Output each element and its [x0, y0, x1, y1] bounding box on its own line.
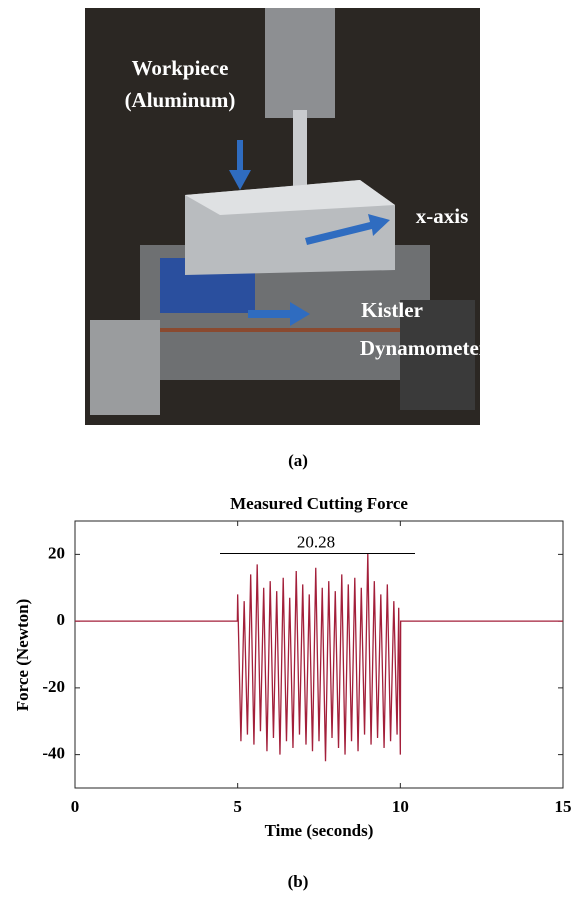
photo-label: x-axis	[416, 204, 469, 228]
caption: (a)	[288, 451, 308, 470]
arrow	[248, 302, 310, 326]
y-tick-label: -20	[42, 677, 65, 696]
y-tick-label: 20	[48, 543, 65, 562]
x-tick-label: 5	[233, 797, 242, 816]
spindle	[265, 8, 335, 118]
dynamometer-stripe	[140, 328, 430, 332]
x-tick-label: 15	[555, 797, 572, 816]
annotation-label: 20.28	[297, 532, 335, 551]
photo-label: Workpiece	[132, 56, 229, 80]
y-tick-label: -40	[42, 744, 65, 763]
y-axis-label: Force (Newton)	[13, 599, 32, 712]
vise	[400, 300, 475, 410]
photo-panel: Workpiece (Aluminum) x-axis Kistler Dyna…	[85, 8, 488, 425]
plot-area	[74, 520, 564, 789]
chart-title: Measured Cutting Force	[230, 494, 408, 513]
x-tick-label: 10	[392, 797, 409, 816]
x-tick-label: 0	[71, 797, 80, 816]
photo-label: (Aluminum)	[125, 88, 236, 112]
workpiece-top	[185, 180, 395, 215]
y-tick-label: 0	[57, 610, 66, 629]
arrow	[229, 140, 251, 190]
x-axis-label: Time (seconds)	[265, 821, 374, 840]
photo-label: Kistler	[361, 298, 423, 322]
drill-bit	[293, 110, 307, 190]
hose	[90, 320, 160, 415]
caption: (b)	[288, 872, 309, 891]
arrow	[305, 214, 390, 245]
photo-label: Dynamometer	[360, 336, 488, 360]
force-line	[75, 553, 563, 762]
